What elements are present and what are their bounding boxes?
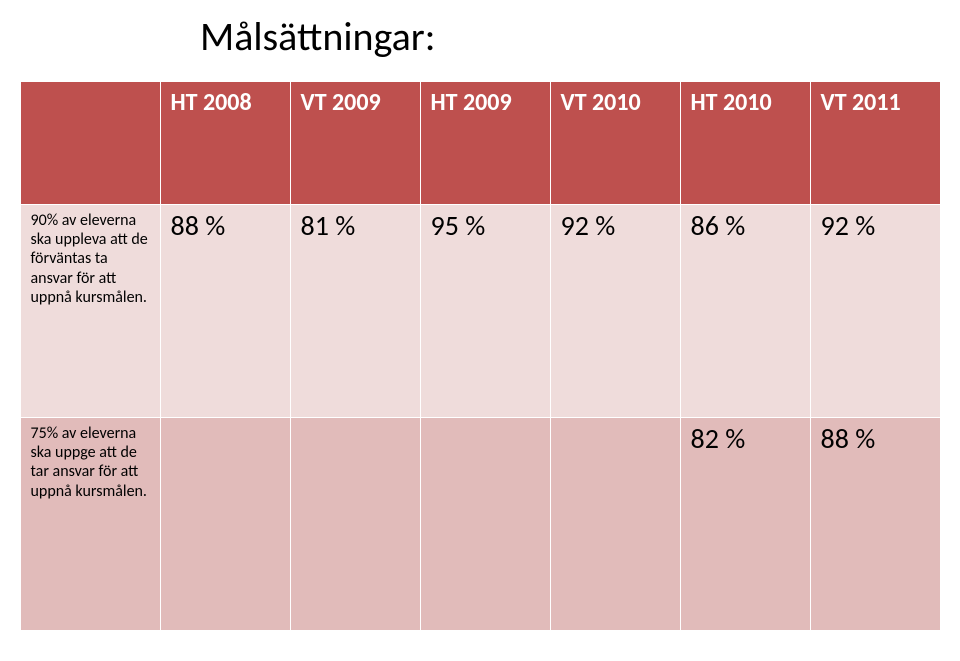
cell: 95 % bbox=[420, 205, 550, 418]
col-header: VT 2011 bbox=[810, 82, 940, 205]
cell bbox=[290, 418, 420, 631]
col-header: HT 2010 bbox=[680, 82, 810, 205]
table-header-row: HT 2008 VT 2009 HT 2009 VT 2010 HT 2010 … bbox=[20, 82, 940, 205]
cell bbox=[420, 418, 550, 631]
cell: 82 % bbox=[680, 418, 810, 631]
cell: 81 % bbox=[290, 205, 420, 418]
cell bbox=[160, 418, 290, 631]
row-label: 90% av eleverna ska uppleva att de förvä… bbox=[20, 205, 160, 418]
goals-table: HT 2008 VT 2009 HT 2009 VT 2010 HT 2010 … bbox=[20, 81, 941, 631]
cell: 92 % bbox=[550, 205, 680, 418]
table-row: 75% av eleverna ska uppge att de tar ans… bbox=[20, 418, 940, 631]
cell: 88 % bbox=[810, 418, 940, 631]
table-row: 90% av eleverna ska uppleva att de förvä… bbox=[20, 205, 940, 418]
row-label: 75% av eleverna ska uppge att de tar ans… bbox=[20, 418, 160, 631]
cell: 88 % bbox=[160, 205, 290, 418]
header-empty bbox=[20, 82, 160, 205]
cell: 92 % bbox=[810, 205, 940, 418]
cell: 86 % bbox=[680, 205, 810, 418]
cell bbox=[550, 418, 680, 631]
col-header: VT 2009 bbox=[290, 82, 420, 205]
col-header: HT 2008 bbox=[160, 82, 290, 205]
col-header: VT 2010 bbox=[550, 82, 680, 205]
page-title: Målsättningar: bbox=[200, 12, 960, 61]
col-header: HT 2009 bbox=[420, 82, 550, 205]
